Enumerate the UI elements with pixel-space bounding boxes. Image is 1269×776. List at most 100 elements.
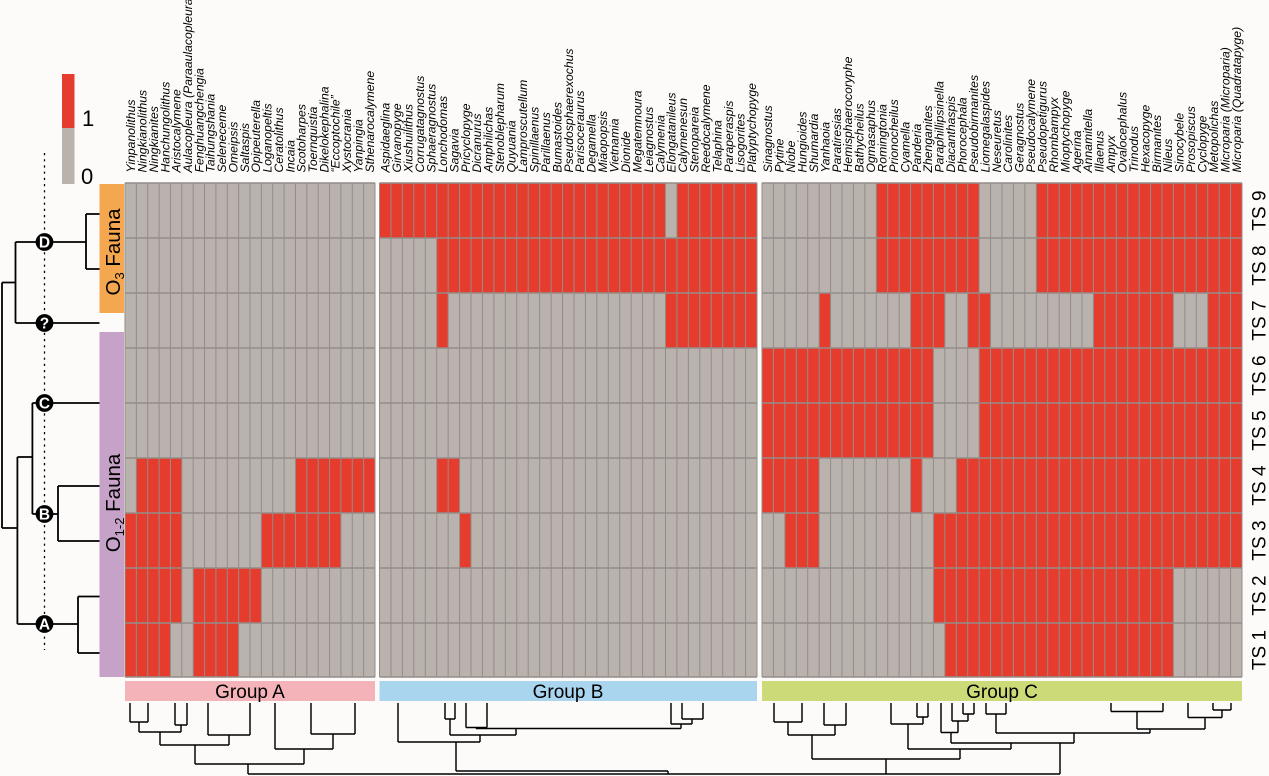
svg-text:Miaopopsis: Miaopopsis xyxy=(596,111,610,173)
svg-text:Corrugatagnostus: Corrugatagnostus xyxy=(413,76,427,173)
svg-text:Panderia: Panderia xyxy=(910,123,924,172)
svg-text:Pseudobirmanites: Pseudobirmanites xyxy=(967,75,981,173)
svg-text:Quyuania: Quyuania xyxy=(505,120,519,172)
svg-text:Diacanthaspis: Diacanthaspis xyxy=(944,96,958,173)
svg-text:Opipeuterella: Opipeuterella xyxy=(249,100,263,173)
svg-text:Stenoblepharum: Stenoblepharum xyxy=(493,83,507,172)
svg-text:Hexacopyge: Hexacopyge xyxy=(1138,105,1152,173)
svg-text:Vietnamia: Vietnamia xyxy=(608,118,622,172)
svg-text:Yinpanolithus: Yinpanolithus xyxy=(124,100,138,173)
svg-text:Xystocrania: Xystocrania xyxy=(340,109,354,174)
svg-text:Incaia: Incaia xyxy=(283,140,297,173)
svg-text:TS 1: TS 1 xyxy=(1250,630,1269,670)
svg-text:Scotoharpes: Scotoharpes xyxy=(295,104,309,172)
svg-text:Pseudosphaerexochus: Pseudosphaerexochus xyxy=(562,49,576,173)
svg-text:Lisogorites: Lisogorites xyxy=(733,114,747,173)
svg-text:Agerina: Agerina xyxy=(1070,130,1084,173)
svg-text:1: 1 xyxy=(82,106,94,131)
svg-text:Stenopareia: Stenopareia xyxy=(688,107,702,173)
svg-text:Hungioides: Hungioides xyxy=(796,112,810,173)
svg-text:Group B: Group B xyxy=(533,682,604,703)
svg-text:Dicranurus: Dicranurus xyxy=(470,114,484,173)
svg-text:Microparia (Microparia): Microparia (Microparia) xyxy=(1218,47,1232,172)
svg-text:Bathycheilus: Bathycheilus xyxy=(853,103,867,172)
svg-text:Birmanites: Birmanites xyxy=(1150,115,1164,173)
svg-text:Prionocheilus: Prionocheilus xyxy=(887,99,901,172)
svg-text:Taihungshania: Taihungshania xyxy=(204,93,218,172)
svg-text:Spinillaenus: Spinillaenus xyxy=(527,107,541,173)
svg-text:Paraperaspis: Paraperaspis xyxy=(722,101,736,173)
svg-text:Seleneceme: Seleneceme xyxy=(215,105,229,173)
svg-text:Leiagnostus: Leiagnostus xyxy=(642,107,656,173)
svg-text:Prosopiscus: Prosopiscus xyxy=(1184,106,1198,172)
svg-text:B: B xyxy=(39,507,50,524)
svg-text:Aristocalymene: Aristocalymene xyxy=(170,89,184,174)
svg-text:TS 3: TS 3 xyxy=(1250,520,1269,560)
svg-text:Calymenia: Calymenia xyxy=(653,115,667,173)
svg-text:Lonchodomas: Lonchodomas xyxy=(436,96,450,173)
svg-text:Sinagnostus: Sinagnostus xyxy=(761,105,775,172)
svg-text:D: D xyxy=(39,235,50,252)
svg-text:Paraphillipsinella: Paraphillipsinella xyxy=(933,81,947,173)
svg-text:TS 6: TS 6 xyxy=(1250,355,1269,395)
svg-text:Paratiresias: Paratiresias xyxy=(830,108,844,172)
svg-text:Telaphina: Telaphina xyxy=(710,120,724,173)
svg-text:Pricyclopyge: Pricyclopyge xyxy=(459,103,473,172)
svg-text:Toernquistia: Toernquistia xyxy=(306,106,320,172)
svg-text:Geragnostus: Geragnostus xyxy=(1013,103,1027,173)
svg-text:TS 5: TS 5 xyxy=(1250,410,1269,450)
svg-text:Rhombampyx: Rhombampyx xyxy=(1047,96,1061,172)
svg-text:Sagavia: Sagavia xyxy=(447,128,461,172)
svg-text:Sphaeragnostus: Sphaeragnostus xyxy=(424,84,438,173)
svg-text:Pseudopetigurus: Pseudopetigurus xyxy=(1036,81,1050,172)
svg-text:TS 9: TS 9 xyxy=(1250,190,1269,230)
svg-text:0: 0 xyxy=(81,164,93,189)
svg-text:Ogmasaphus: Ogmasaphus xyxy=(864,100,878,173)
svg-text:Carolinites: Carolinites xyxy=(1001,115,1015,173)
svg-text:Pseudocalymene: Pseudocalymene xyxy=(1024,79,1038,173)
svg-text:Group C: Group C xyxy=(966,682,1038,703)
svg-text:Pytine: Pytine xyxy=(773,138,787,172)
svg-text:Aspidaeglina: Aspidaeglina xyxy=(379,102,393,173)
svg-text:Neseuretus: Neseuretus xyxy=(990,110,1004,172)
svg-text:Sinocybele: Sinocybele xyxy=(1173,113,1187,173)
svg-text:Megatemnoura: Megatemnoura xyxy=(630,90,644,172)
svg-text:Illaenus: Illaenus xyxy=(1093,130,1107,172)
svg-text:Cyclopyge: Cyclopyge xyxy=(1196,115,1210,172)
svg-text:Calymenesun: Calymenesun xyxy=(676,98,690,173)
svg-text:Cyamella: Cyamella xyxy=(898,121,912,172)
svg-text:C: C xyxy=(39,396,50,413)
svg-text:Sthenarocalymene: Sthenarocalymene xyxy=(363,71,377,173)
svg-text:Group A: Group A xyxy=(215,682,285,703)
svg-text:Parisoceraurus: Parisoceraurus xyxy=(573,91,587,173)
svg-text:Girvanopyge: Girvanopyge xyxy=(390,103,404,172)
svg-text:Ceratolithus: Ceratolithus xyxy=(272,107,286,172)
svg-text:Parillaenus: Parillaenus xyxy=(539,112,553,172)
svg-text:O1-2 Fauna: O1-2 Fauna xyxy=(102,453,127,552)
svg-text:Zhenganites: Zhenganites xyxy=(921,105,935,173)
svg-text:Reedocalymene: Reedocalymene xyxy=(699,84,713,172)
svg-text:Degamella: Degamella xyxy=(585,114,599,172)
svg-text:Shumardia: Shumardia xyxy=(807,113,821,172)
svg-text:Yanhaoia: Yanhaoia xyxy=(818,122,832,173)
svg-text:“Eccoptochile”: “Eccoptochile” xyxy=(329,94,343,172)
svg-text:TS 7: TS 7 xyxy=(1250,300,1269,340)
svg-text:Metopolichas: Metopolichas xyxy=(1207,101,1221,173)
svg-text:Nileus: Nileus xyxy=(1161,139,1175,173)
svg-text:Microparia (Quadratapyge): Microparia (Quadratapyge) xyxy=(1230,27,1244,173)
svg-text:Ampyx: Ampyx xyxy=(1104,134,1118,173)
svg-text:Ningkianolithus: Ningkianolithus xyxy=(136,90,150,173)
svg-text:Niobe: Niobe xyxy=(784,140,798,172)
svg-text:Yanpingia: Yanpingia xyxy=(351,119,365,173)
svg-text:A: A xyxy=(39,617,50,634)
svg-text:TS 2: TS 2 xyxy=(1250,575,1269,615)
svg-text:TS 8: TS 8 xyxy=(1250,245,1269,285)
svg-text:Hemisphaerocoryphe: Hemisphaerocoryphe xyxy=(841,56,855,172)
svg-text:O3 Fauna: O3 Fauna xyxy=(102,208,127,296)
svg-text:Ovalocephalus: Ovalocephalus xyxy=(1116,92,1130,173)
svg-text:Elongatanileus: Elongatanileus xyxy=(665,93,679,173)
svg-text:Aulacopleura (Paraaulacopleura: Aulacopleura (Paraaulacopleura) xyxy=(181,0,195,174)
svg-text:Liomegalaspides: Liomegalaspides xyxy=(978,81,992,172)
svg-text:TS 4: TS 4 xyxy=(1250,465,1269,506)
svg-text:?: ? xyxy=(40,316,49,333)
